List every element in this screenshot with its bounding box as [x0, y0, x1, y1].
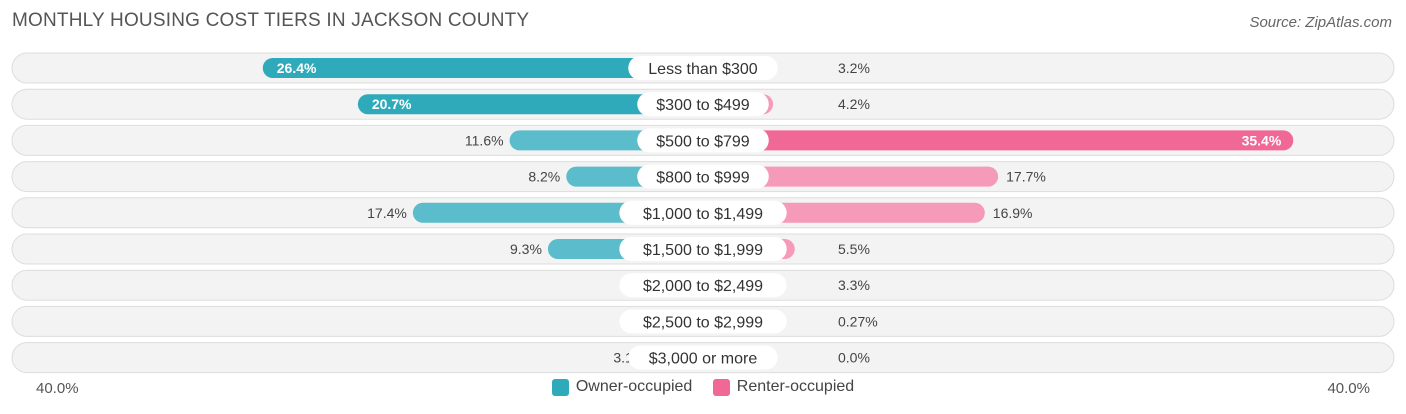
renter-value-label: 5.5%	[838, 241, 870, 257]
renter-swatch	[712, 378, 730, 396]
category-label: $1,500 to $1,999	[643, 242, 763, 259]
category-label: $2,000 to $2,499	[643, 278, 763, 295]
renter-value-label: 17.7%	[1006, 169, 1046, 185]
renter-bar	[693, 130, 1294, 151]
renter-value-label: 35.4%	[1242, 132, 1282, 148]
category-pill	[619, 309, 787, 334]
category-label: $300 to $499	[656, 97, 750, 114]
legend-owner[interactable]: Owner-occupied	[551, 378, 693, 396]
renter-value-label: 3.3%	[838, 277, 870, 293]
renter-value-label: 16.9%	[993, 205, 1033, 221]
owner-bar	[262, 58, 713, 78]
renter-value-label: 3.2%	[838, 60, 870, 76]
renter-value-label: 4.2%	[838, 96, 870, 112]
renter-value-label: 0.27%	[838, 313, 878, 329]
category-pill	[628, 56, 778, 80]
chart-title: MONTHLY HOUSING COST TIERS IN JACKSON CO…	[12, 10, 530, 31]
category-pill	[619, 237, 787, 261]
category-label: $800 to $999	[656, 170, 750, 187]
owner-value-label: 8.2%	[528, 169, 560, 185]
legend-renter[interactable]: Renter-occupied	[712, 378, 855, 396]
category-pill	[637, 164, 769, 189]
owner-value-label: 9.3%	[510, 241, 542, 257]
category-pill	[619, 200, 787, 225]
category-pill	[619, 273, 787, 298]
category-label: $1,000 to $1,499	[643, 206, 763, 223]
source-credit: Source: ZipAtlas.com	[1249, 14, 1392, 31]
category-label: $3,000 or more	[649, 351, 758, 368]
owner-value-label: 20.7%	[372, 96, 412, 112]
owner-bar	[357, 94, 713, 115]
legend: Owner-occupied Renter-occupied	[0, 378, 1406, 401]
category-pill	[628, 345, 778, 370]
category-label: $2,500 to $2,999	[643, 314, 763, 331]
owner-value-label: 26.4%	[277, 60, 317, 76]
axis-left-label: 40.0%	[36, 380, 79, 397]
renter-value-label: 0.0%	[838, 350, 870, 366]
category-label: Less than $300	[648, 61, 758, 78]
axis-right-label: 40.0%	[1327, 380, 1370, 397]
owner-value-label: 17.4%	[367, 205, 407, 221]
category-pill	[637, 128, 769, 153]
owner-value-label: 11.6%	[465, 132, 504, 148]
legend-owner-label: Owner-occupied	[575, 378, 693, 395]
category-label: $500 to $799	[656, 133, 750, 150]
legend-renter-label: Renter-occupied	[736, 378, 855, 395]
renter-bar	[693, 166, 999, 187]
owner-swatch	[551, 378, 569, 396]
category-pill	[637, 92, 769, 117]
